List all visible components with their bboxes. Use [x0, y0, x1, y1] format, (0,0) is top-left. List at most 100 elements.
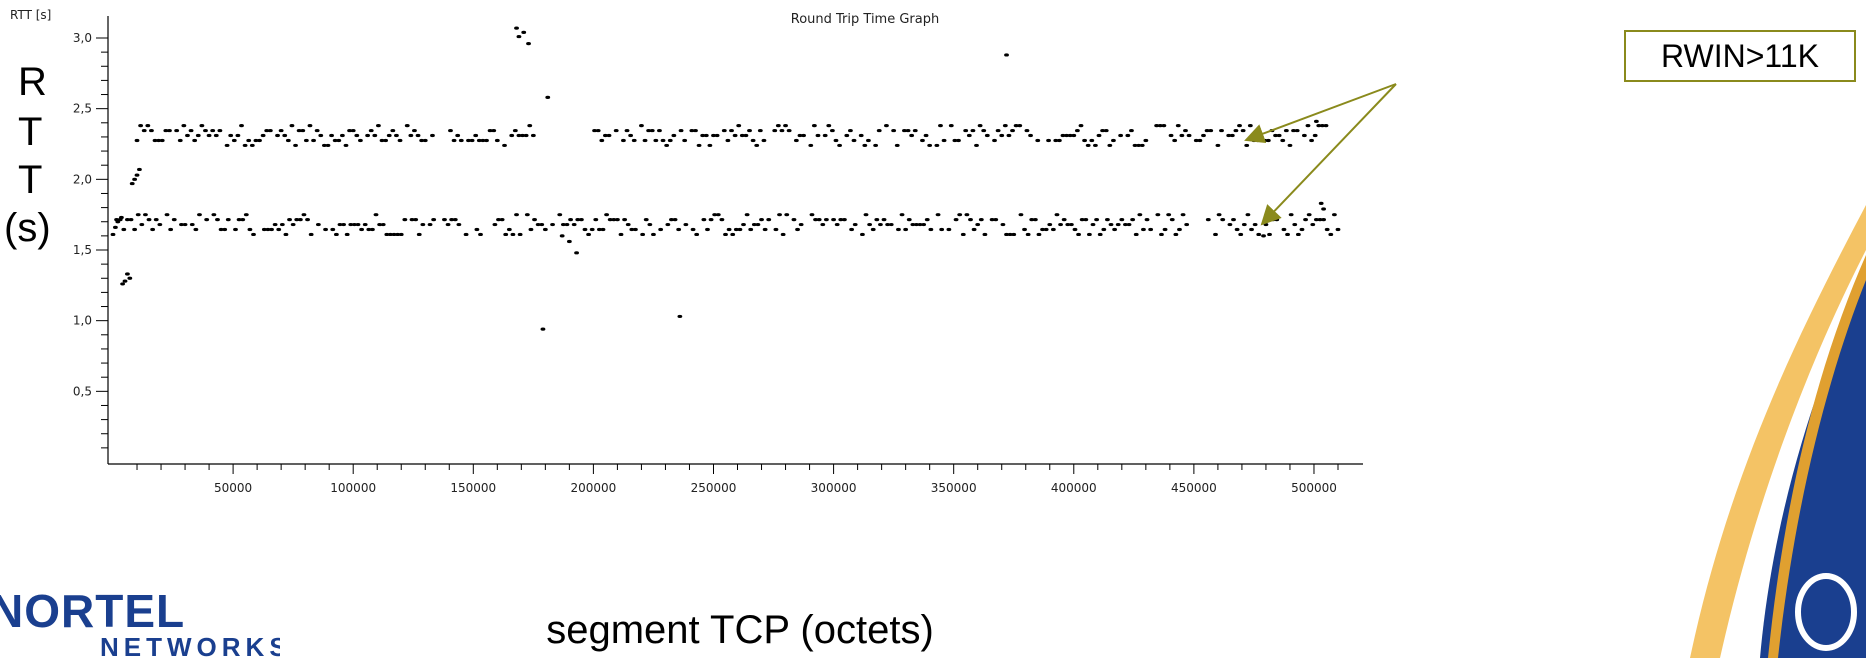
data-point [631, 138, 637, 143]
data-point [952, 138, 958, 143]
data-point [125, 272, 130, 276]
data-point [669, 218, 674, 222]
data-point [143, 213, 148, 217]
data-point [1064, 133, 1069, 138]
data-point [611, 218, 617, 222]
data-point [1312, 133, 1318, 138]
data-point [516, 34, 522, 39]
data-point [606, 133, 612, 138]
data-point [120, 282, 126, 286]
data-point [777, 213, 782, 217]
data-point [395, 232, 401, 237]
data-point [1249, 227, 1254, 232]
data-point [442, 218, 447, 222]
data-point [137, 167, 142, 172]
data-point [700, 133, 706, 138]
data-point [1283, 128, 1289, 133]
data-point [672, 218, 678, 222]
data-point [215, 218, 220, 222]
data-point [975, 222, 981, 227]
data-point [873, 143, 879, 148]
data-point [1025, 232, 1031, 237]
big-ylabel-t1: T [18, 110, 43, 154]
data-point [725, 138, 731, 143]
plot-area [108, 26, 1363, 464]
data-point [613, 128, 619, 133]
data-point [1287, 143, 1293, 148]
logo-line2: NETWORKS [100, 632, 280, 658]
data-point [261, 227, 267, 232]
annotation-arrows [1244, 83, 1397, 226]
data-point [290, 222, 296, 227]
data-point [747, 128, 752, 133]
y-tick-label: 2,0 [73, 172, 92, 186]
data-point [455, 133, 461, 138]
data-point [452, 218, 458, 222]
data-point [1205, 218, 1211, 222]
data-point [912, 128, 918, 133]
data-point [168, 227, 174, 232]
x-tick-label: 500000 [1291, 481, 1337, 495]
data-point [939, 227, 945, 232]
data-point [466, 138, 471, 143]
data-point [1132, 143, 1138, 148]
data-point [647, 222, 653, 227]
data-point [1227, 222, 1233, 227]
data-point [1018, 213, 1024, 217]
data-point [1331, 213, 1337, 217]
data-point [115, 220, 121, 224]
data-point [1067, 133, 1073, 138]
data-point [589, 227, 595, 232]
data-point [419, 138, 425, 143]
data-point [1058, 222, 1063, 227]
data-point [1231, 218, 1236, 222]
data-point [833, 138, 839, 143]
data-point [1281, 227, 1287, 232]
data-point [333, 232, 339, 237]
data-point [409, 218, 415, 222]
data-point [377, 222, 383, 227]
data-point [110, 232, 116, 237]
data-point [683, 222, 689, 227]
data-point [153, 218, 159, 222]
data-point [1313, 119, 1319, 123]
data-point [1267, 232, 1272, 237]
data-point [862, 143, 868, 148]
x-tick-label: 400000 [1051, 481, 1097, 495]
data-point [1273, 133, 1278, 138]
data-point [1288, 213, 1294, 217]
data-point [1096, 133, 1102, 138]
data-point [431, 218, 437, 222]
data-point [1130, 218, 1136, 222]
data-point [1047, 222, 1053, 227]
data-point [748, 227, 754, 232]
data-point [540, 327, 546, 331]
data-point [592, 128, 597, 133]
data-point [358, 138, 363, 143]
data-point [801, 133, 806, 138]
y-tick-label: 1,0 [73, 314, 92, 328]
data-point [582, 227, 588, 232]
data-point [1261, 234, 1266, 238]
data-point [568, 218, 573, 222]
data-point [390, 128, 396, 133]
data-point [963, 128, 969, 133]
data-point [615, 218, 620, 222]
data-point [1013, 124, 1019, 128]
x-tick-label: 150000 [450, 481, 496, 495]
data-point [643, 218, 649, 222]
data-point [1256, 232, 1262, 237]
data-point [730, 232, 736, 237]
data-point [1313, 218, 1319, 222]
data-point [337, 222, 343, 227]
data-point [829, 128, 835, 133]
data-point [928, 227, 934, 232]
y-tick-label: 0,5 [73, 384, 92, 398]
data-point [759, 218, 764, 222]
data-point [430, 133, 435, 138]
data-point [239, 124, 244, 128]
data-point [293, 143, 298, 148]
data-point [783, 124, 788, 128]
globe-swoosh-icon [1690, 205, 1866, 658]
data-point [694, 232, 700, 237]
